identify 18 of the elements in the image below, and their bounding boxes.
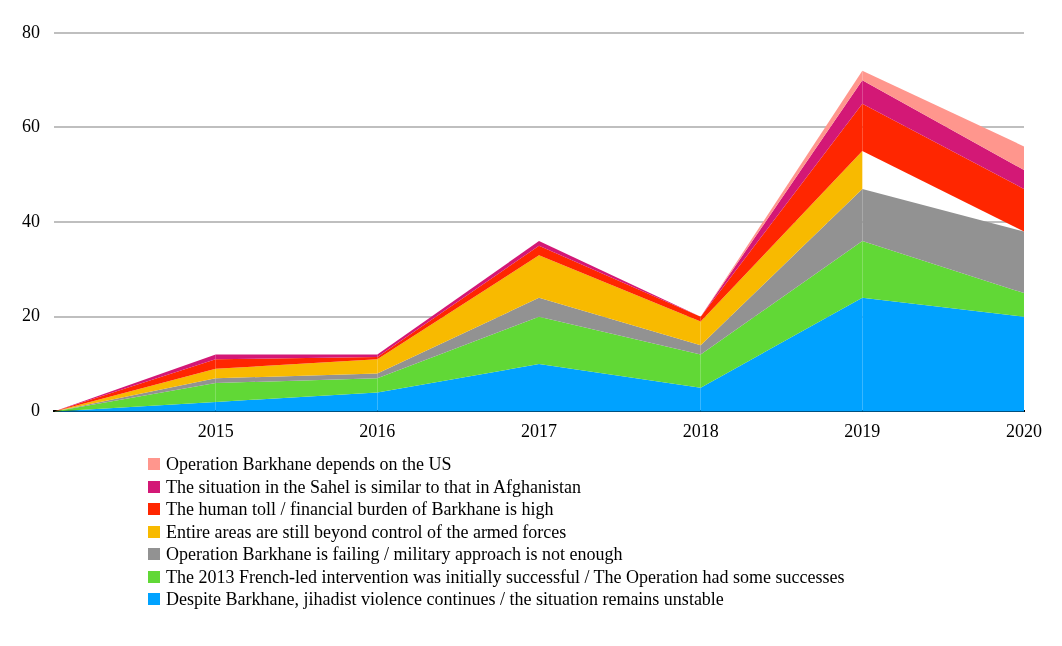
legend-label: The human toll / financial burden of Barkhane is high [166, 498, 554, 521]
legend-label: Operation Barkhane depends on the US [166, 453, 452, 476]
y-tick-label: 60 [22, 116, 40, 137]
x-tick-label: 2015 [197, 420, 234, 441]
y-tick-label: 40 [22, 210, 40, 231]
legend-label: Despite Barkhane, jihadist violence continues / the situation remains unstable [166, 588, 724, 611]
y-tick-label: 0 [31, 400, 40, 421]
legend-label: Entire areas are still beyond control of the armed forces [166, 520, 567, 543]
legend-label: Operation Barkhane is failing / military approach is not enough [166, 543, 623, 566]
x-tick-label: 2016 [359, 420, 396, 441]
y-tick-label: 20 [22, 305, 40, 326]
legend-label: The 2013 French-led intervention was initially successful / The Operation had some successes [166, 565, 845, 588]
x-tick-label: 2017 [521, 420, 557, 441]
legend-label: The situation in the Sahel is similar to that in Afghanistan [166, 475, 581, 498]
y-tick-label: 80 [22, 21, 40, 42]
x-tick-label: 2019 [844, 420, 881, 441]
x-tick-label: 2018 [682, 420, 719, 441]
x-tick-label: 2020 [1006, 420, 1042, 441]
